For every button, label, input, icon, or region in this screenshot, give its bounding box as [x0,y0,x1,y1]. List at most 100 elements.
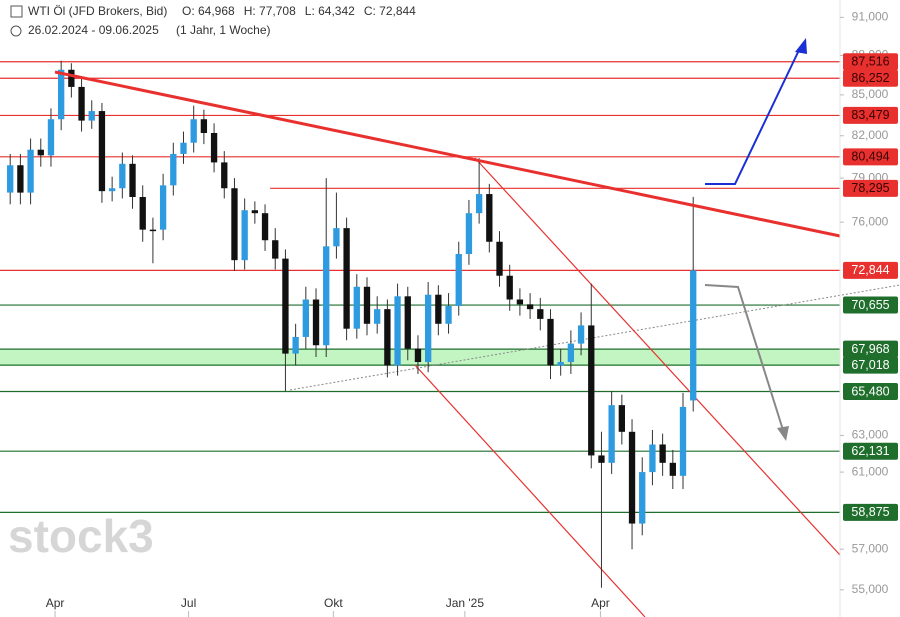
level-label: 67,968 [851,342,889,356]
stat: C: 72,844 [364,4,416,18]
x-tick-label: Jan '25 [446,596,485,610]
candle-body [129,163,136,197]
x-tick-label: Apr [46,596,65,610]
candle-body [659,444,666,463]
candle-body [37,149,44,156]
levels [0,61,840,514]
level-label: 58,875 [851,505,889,519]
level-label-box [843,442,898,460]
candle-body [465,213,473,254]
candle-body [384,309,391,366]
candle-body [608,405,615,463]
candle-body [47,119,55,156]
candle-body [58,69,65,120]
candle-body [618,405,626,432]
level-label: 78,295 [851,181,889,195]
candle-body [414,348,422,363]
candle-body [496,241,503,276]
candle-body [547,318,554,366]
candle-body [119,163,126,189]
icon [10,5,23,18]
candle-body [649,444,656,473]
level-label-box [843,106,898,124]
candle-body [17,165,24,193]
candle-body [526,304,534,310]
candle-body [261,213,269,241]
candle-body [231,188,238,261]
level-label-box [843,296,898,314]
level-label-box [843,340,898,358]
icon [10,25,22,37]
candle-body [374,309,381,324]
level-label: 86,252 [851,71,889,85]
candle-body [588,325,595,456]
candle-body [424,294,432,363]
stat: L: 64,342 [305,4,355,18]
level-label-box [843,383,898,401]
level-label: 65,480 [851,384,889,398]
level-label: 87,516 [851,55,889,69]
candle-body [78,86,85,121]
period: (1 Jahr, 1 Woche) [176,23,271,37]
candle-body [312,299,320,346]
y-tick-label: 76,000 [852,214,889,228]
dotted-trendline [289,284,900,391]
candle-body [68,69,75,87]
candle-body [149,229,157,232]
y-tick-label: 91,000 [852,10,889,24]
y-tick-label: 82,000 [852,128,889,142]
channel-line [474,157,841,556]
bear-arrow [704,284,784,431]
channel-line [414,364,646,617]
candle-body [669,462,676,476]
subtitle: 26.02.2024 - 09.06.2025 [28,23,159,37]
candle-body [363,286,371,324]
price-axis: 91,00088,00085,00082,00079,00076,00063,0… [46,10,898,617]
x-tick-label: Apr [591,596,610,610]
candle-body [628,431,636,524]
level-label-box [843,503,898,521]
arrowhead [795,38,807,54]
candles [7,60,697,588]
candle-body [170,153,177,186]
candle-body [302,299,309,337]
candle-body [577,325,585,344]
level-label: 72,844 [851,263,889,277]
candle-body [639,472,646,524]
candle-body [251,210,259,214]
candle-body [180,142,187,154]
x-tick-label: Okt [324,596,343,610]
candle-body [221,162,228,189]
stat: H: 77,708 [244,4,296,18]
level-label: 80,494 [851,150,889,164]
candle-body [353,286,360,329]
candle-body [210,132,218,163]
x-tick-label: Jul [181,596,196,610]
y-tick-label: 61,000 [852,464,889,478]
level-label-box [843,179,898,197]
candle-body [567,343,575,363]
candle-body [537,309,544,319]
level-label: 70,655 [851,298,889,312]
level-label: 62,131 [851,444,889,458]
level-label: 83,479 [851,108,889,122]
candle-body [139,196,146,230]
level-label-box [843,69,898,87]
candle-body [292,336,299,354]
candle-body [690,270,697,401]
y-tick-label: 63,000 [852,428,889,442]
candle-body [679,406,687,476]
y-tick-label: 57,000 [852,541,889,555]
chart-title: WTI Öl (JFD Brokers, Bid) [28,4,167,18]
level-label: 67,018 [851,358,889,372]
candle-body [27,149,34,193]
candle-body [455,253,462,306]
candle-body [557,362,564,366]
y-tick-label: 55,000 [852,582,889,596]
y-tick-label: 85,000 [852,87,889,101]
candle-body [516,299,524,305]
bull-arrow [705,47,801,185]
candle-body [98,111,106,192]
candle-body [435,294,442,324]
